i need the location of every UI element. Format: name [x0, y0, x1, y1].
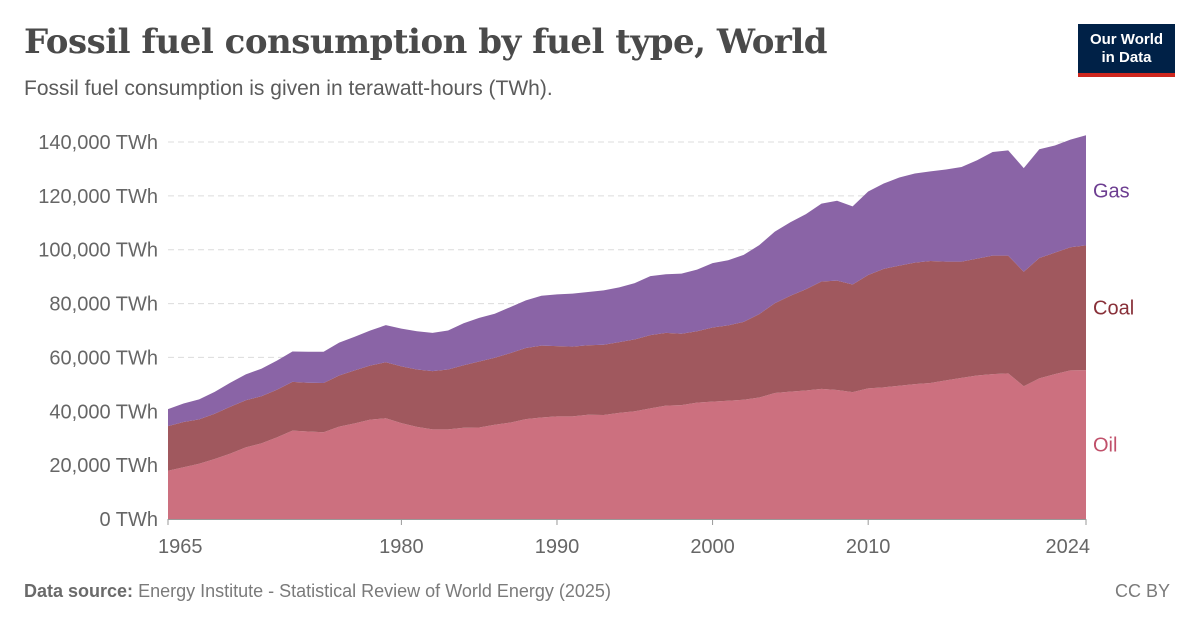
area-gas[interactable]	[168, 135, 1086, 427]
x-tick-label: 2024	[1046, 536, 1091, 558]
y-tick-label: 100,000 TWh	[38, 240, 158, 262]
owid-logo[interactable]: Our World in Data	[1078, 24, 1175, 77]
y-tick-label: 80,000 TWh	[49, 294, 158, 316]
x-tick-label: 1990	[535, 536, 580, 558]
data-source-label: Data source:	[24, 581, 134, 601]
logo-line-2: in Data	[1101, 49, 1152, 66]
area-coal[interactable]	[168, 245, 1086, 471]
data-source: Data source: Energy Institute - Statisti…	[24, 581, 611, 602]
x-tick-label: 1965	[158, 536, 203, 558]
x-tick-label: 2000	[690, 536, 735, 558]
area-oil[interactable]	[168, 370, 1086, 519]
y-tick-label: 120,000 TWh	[38, 186, 158, 208]
y-tick-label: 0 TWh	[99, 509, 158, 531]
license[interactable]: CC BY	[1114, 581, 1170, 601]
y-axis-ticks: 0 TWh 20,000 TWh 40,000 TWh 60,000 TWh 80,00…	[38, 132, 158, 531]
logo-line-1: Our World	[1089, 31, 1164, 48]
y-tick-label: 20,000 TWh	[49, 455, 158, 477]
chart-title: Fossil fuel consumption by fuel type, Wo…	[24, 22, 828, 62]
y-tick-label: 40,000 TWh	[49, 401, 158, 423]
x-tick-label: 2010	[846, 536, 891, 558]
series-labels: Oil Coal Gas	[1093, 180, 1134, 456]
y-tick-label: 140,000 TWh	[38, 132, 158, 154]
series-label-gas: Gas	[1093, 180, 1130, 202]
y-tick-label: 60,000 TWh	[49, 347, 158, 369]
series-label-coal: Coal	[1093, 298, 1134, 320]
area-layers	[168, 135, 1086, 519]
series-label-oil: Oil	[1093, 435, 1117, 457]
x-tick-label: 1980	[379, 536, 424, 558]
chart-subtitle: Fossil fuel consumption is given in tera…	[24, 77, 553, 100]
x-axis-ticks: 1965 1980 1990 2000 2010 2024	[158, 519, 1090, 558]
data-source-text[interactable]: Energy Institute - Statistical Review of…	[138, 581, 611, 601]
